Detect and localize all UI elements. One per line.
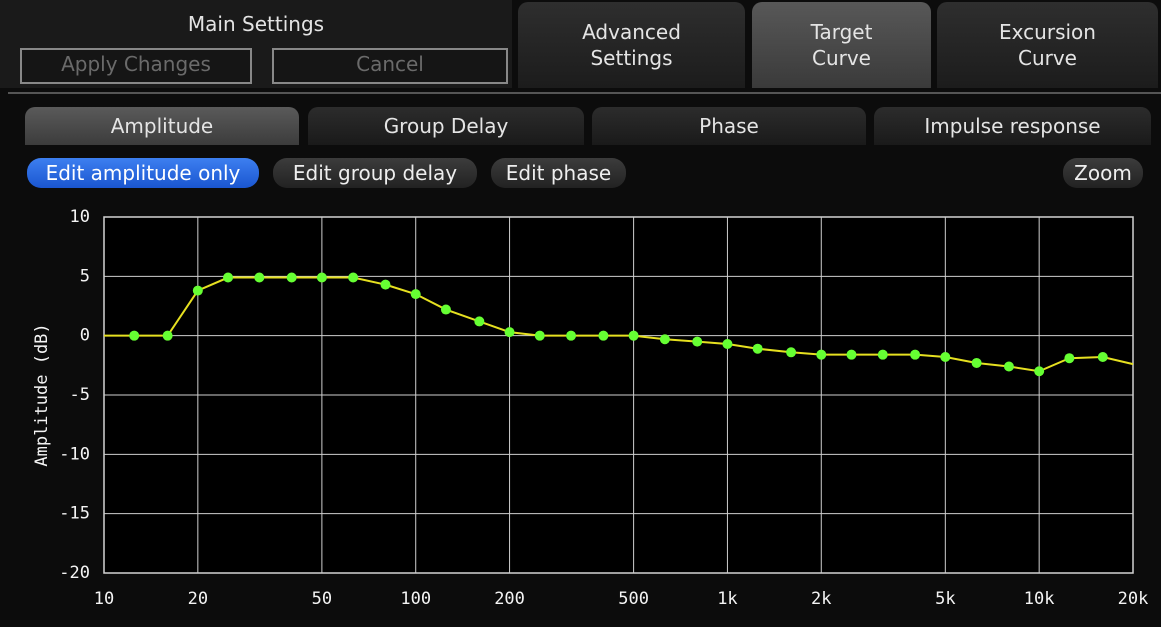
- point: [348, 272, 359, 283]
- main-settings-panel: Main Settings Apply Changes Cancel: [0, 0, 512, 88]
- sub-tab[interactable]: Phase: [592, 107, 866, 145]
- point: [877, 349, 888, 360]
- edit-button[interactable]: Edit phase: [491, 158, 626, 188]
- y-tick-label: 5: [80, 266, 90, 286]
- point: [440, 304, 451, 315]
- tab-line: Excursion: [999, 20, 1096, 44]
- tab-line: Curve: [1017, 46, 1077, 70]
- sub-tab[interactable]: Amplitude: [25, 107, 299, 145]
- tab-line: Settings: [590, 46, 673, 70]
- sub-tab[interactable]: Group Delay: [308, 107, 584, 145]
- point: [1003, 361, 1014, 372]
- point: [722, 338, 733, 349]
- point: [504, 327, 515, 338]
- cancel-button[interactable]: Cancel: [272, 48, 508, 84]
- tab-line: Target: [810, 20, 873, 44]
- point: [971, 357, 982, 368]
- point: [254, 272, 265, 283]
- main-settings-title: Main Settings: [187, 12, 325, 36]
- point: [598, 330, 609, 341]
- divider: [8, 92, 1161, 94]
- tab[interactable]: Advanced Settings: [518, 2, 745, 88]
- point: [410, 289, 421, 300]
- point: [752, 343, 763, 354]
- point: [940, 352, 951, 363]
- point: [162, 330, 173, 341]
- y-tick-label: 0: [80, 326, 90, 346]
- point: [1064, 353, 1075, 364]
- y-tick-label: -5: [70, 385, 90, 405]
- zoom-button[interactable]: Zoom: [1063, 158, 1143, 188]
- x-tick-label: 10k: [1024, 589, 1055, 609]
- point: [1097, 352, 1108, 363]
- point: [846, 349, 857, 360]
- x-tick-label: 10: [94, 589, 114, 609]
- point: [223, 272, 234, 283]
- edit-button[interactable]: Edit group delay: [273, 158, 477, 188]
- x-tick-label: 500: [618, 589, 649, 609]
- point: [129, 330, 140, 341]
- tab[interactable]: Excursion Curve: [937, 2, 1158, 88]
- x-tick-label: 100: [400, 589, 431, 609]
- x-tick-label: 1k: [717, 589, 737, 609]
- x-tick-label: 200: [494, 589, 525, 609]
- y-tick-label: -15: [59, 504, 90, 524]
- point: [566, 330, 577, 341]
- sub-tab[interactable]: Impulse response: [874, 107, 1151, 145]
- point: [1034, 366, 1045, 377]
- point: [910, 349, 921, 360]
- y-tick-label: -10: [59, 444, 90, 464]
- tab-line: Advanced: [582, 20, 681, 44]
- tab-line: Curve: [811, 46, 871, 70]
- point: [474, 316, 485, 327]
- x-tick-label: 50: [312, 589, 332, 609]
- point: [380, 279, 391, 290]
- edit-button[interactable]: Edit amplitude only: [27, 158, 259, 188]
- y-tick-label: 10: [70, 207, 90, 227]
- y-tick-label: -20: [59, 563, 90, 583]
- x-tick-label: 5k: [935, 589, 955, 609]
- point: [692, 336, 703, 347]
- point: [534, 330, 545, 341]
- point: [786, 347, 797, 358]
- point: [816, 349, 827, 360]
- x-tick-label: 2k: [811, 589, 831, 609]
- apply-button[interactable]: Apply Changes: [20, 48, 252, 84]
- tab[interactable]: Target Curve: [752, 2, 931, 88]
- point: [628, 330, 639, 341]
- x-tick-label: 20k: [1118, 589, 1149, 609]
- point: [316, 272, 327, 283]
- y-axis-label: Amplitude (dB): [32, 323, 52, 466]
- point: [659, 334, 670, 345]
- x-tick-label: 20: [188, 589, 208, 609]
- point: [192, 285, 203, 296]
- point: [286, 272, 297, 283]
- chart: Amplitude (dB) -20 -15 -10 -5 0 5 10 10 20 50 100 2…: [32, 207, 1149, 609]
- curve: [104, 276, 1134, 373]
